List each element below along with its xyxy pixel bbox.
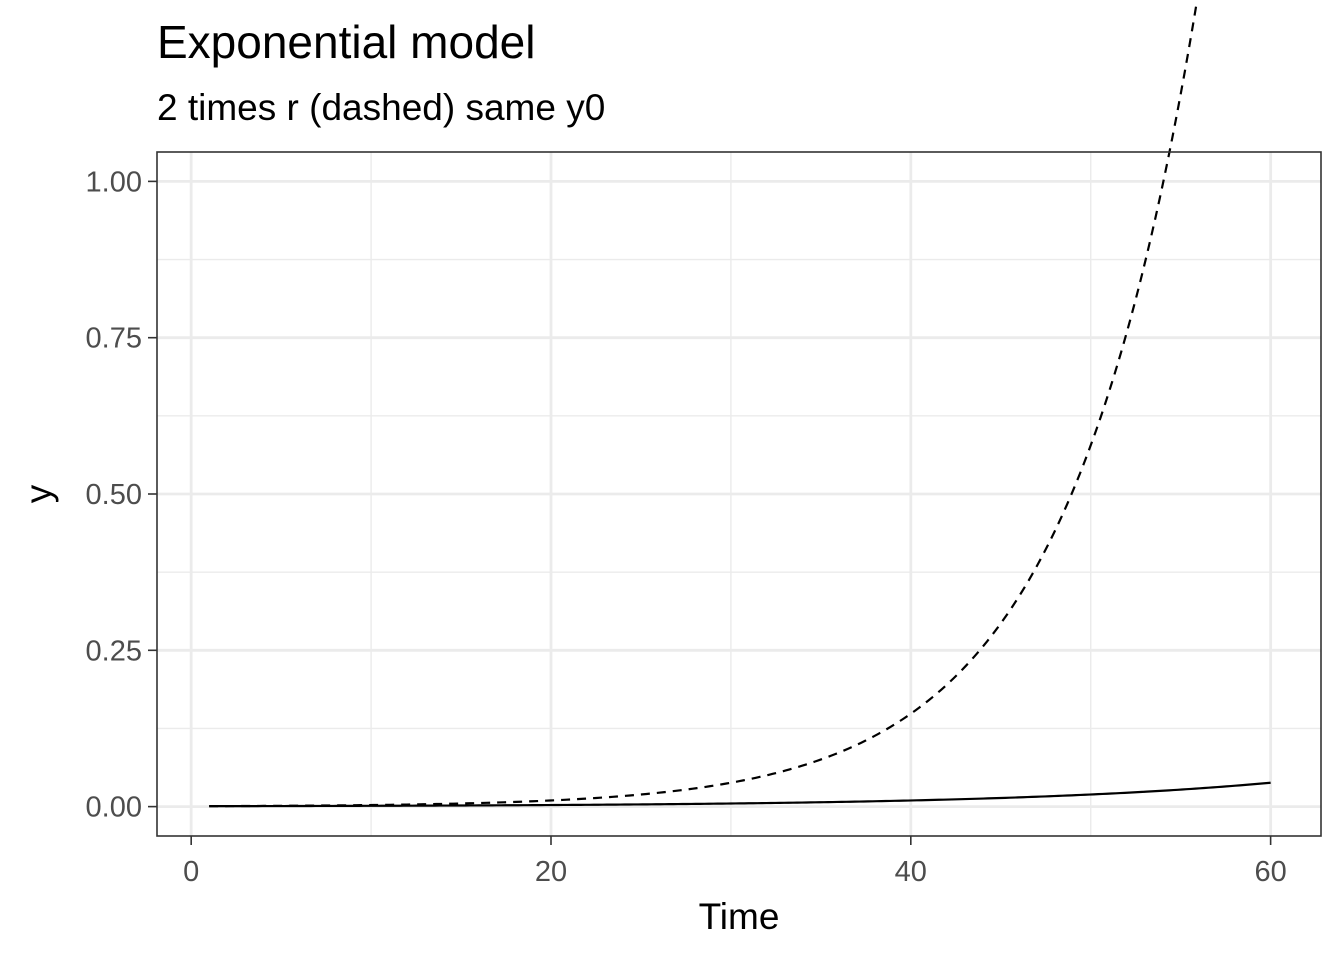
x-axis-title: Time [699,896,780,937]
x-axis: 0 20 40 60 [183,836,1287,888]
y-tick-label: 0.00 [86,792,142,824]
x-tick-label: 60 [1254,856,1286,888]
x-tick-label: 40 [895,856,927,888]
y-tick-label: 0.25 [86,635,142,667]
chart-title: Exponential model [157,16,535,68]
major-gridlines [157,152,1321,836]
series-layer [209,0,1271,808]
dashed-series-line [209,0,1199,808]
y-axis: 0.00 0.25 0.50 0.75 1.00 [86,166,157,824]
x-tick-label: 20 [535,856,567,888]
x-tick-label: 0 [183,856,199,888]
y-tick-label: 0.50 [86,479,142,511]
y-axis-title: y [18,484,59,503]
chart-subtitle: 2 times r (dashed) same y0 [157,87,605,128]
y-tick-label: 1.00 [86,166,142,198]
y-tick-label: 0.75 [86,323,142,355]
